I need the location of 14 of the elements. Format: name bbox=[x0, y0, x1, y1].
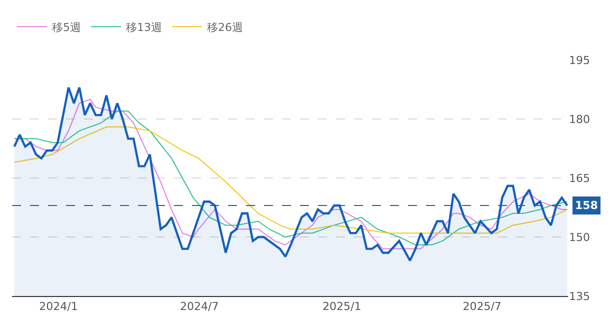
y-tick-label: 135 bbox=[569, 290, 590, 303]
x-tick-label: 2024/1 bbox=[39, 300, 78, 314]
x-tick-label: 2024/7 bbox=[180, 300, 219, 314]
x-tick-label: 2025/1 bbox=[322, 300, 362, 314]
legend-label: 移5週 bbox=[52, 20, 81, 34]
line-series bbox=[14, 126, 568, 234]
legend-label: 移26週 bbox=[207, 20, 243, 34]
ref-line-label: 158 bbox=[575, 199, 598, 212]
y-tick-label: 180 bbox=[569, 112, 590, 126]
legend-label: 移13週 bbox=[126, 20, 162, 34]
y-tick-label: 195 bbox=[569, 54, 590, 67]
x-tick-label: 2025/7 bbox=[462, 300, 502, 314]
y-tick-label: 165 bbox=[569, 172, 590, 185]
y-tick-label: 150 bbox=[569, 230, 590, 244]
